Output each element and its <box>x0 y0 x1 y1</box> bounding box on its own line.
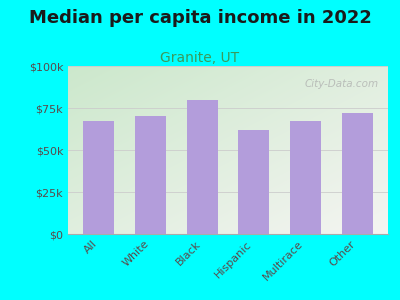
Bar <box>187 100 218 234</box>
Text: Granite, UT: Granite, UT <box>160 51 240 65</box>
Bar <box>238 130 269 234</box>
Text: City-Data.com: City-Data.com <box>304 80 378 89</box>
Text: Median per capita income in 2022: Median per capita income in 2022 <box>28 9 372 27</box>
Bar <box>135 116 166 234</box>
Bar <box>342 113 372 234</box>
Bar <box>290 122 321 234</box>
Bar <box>84 122 114 234</box>
